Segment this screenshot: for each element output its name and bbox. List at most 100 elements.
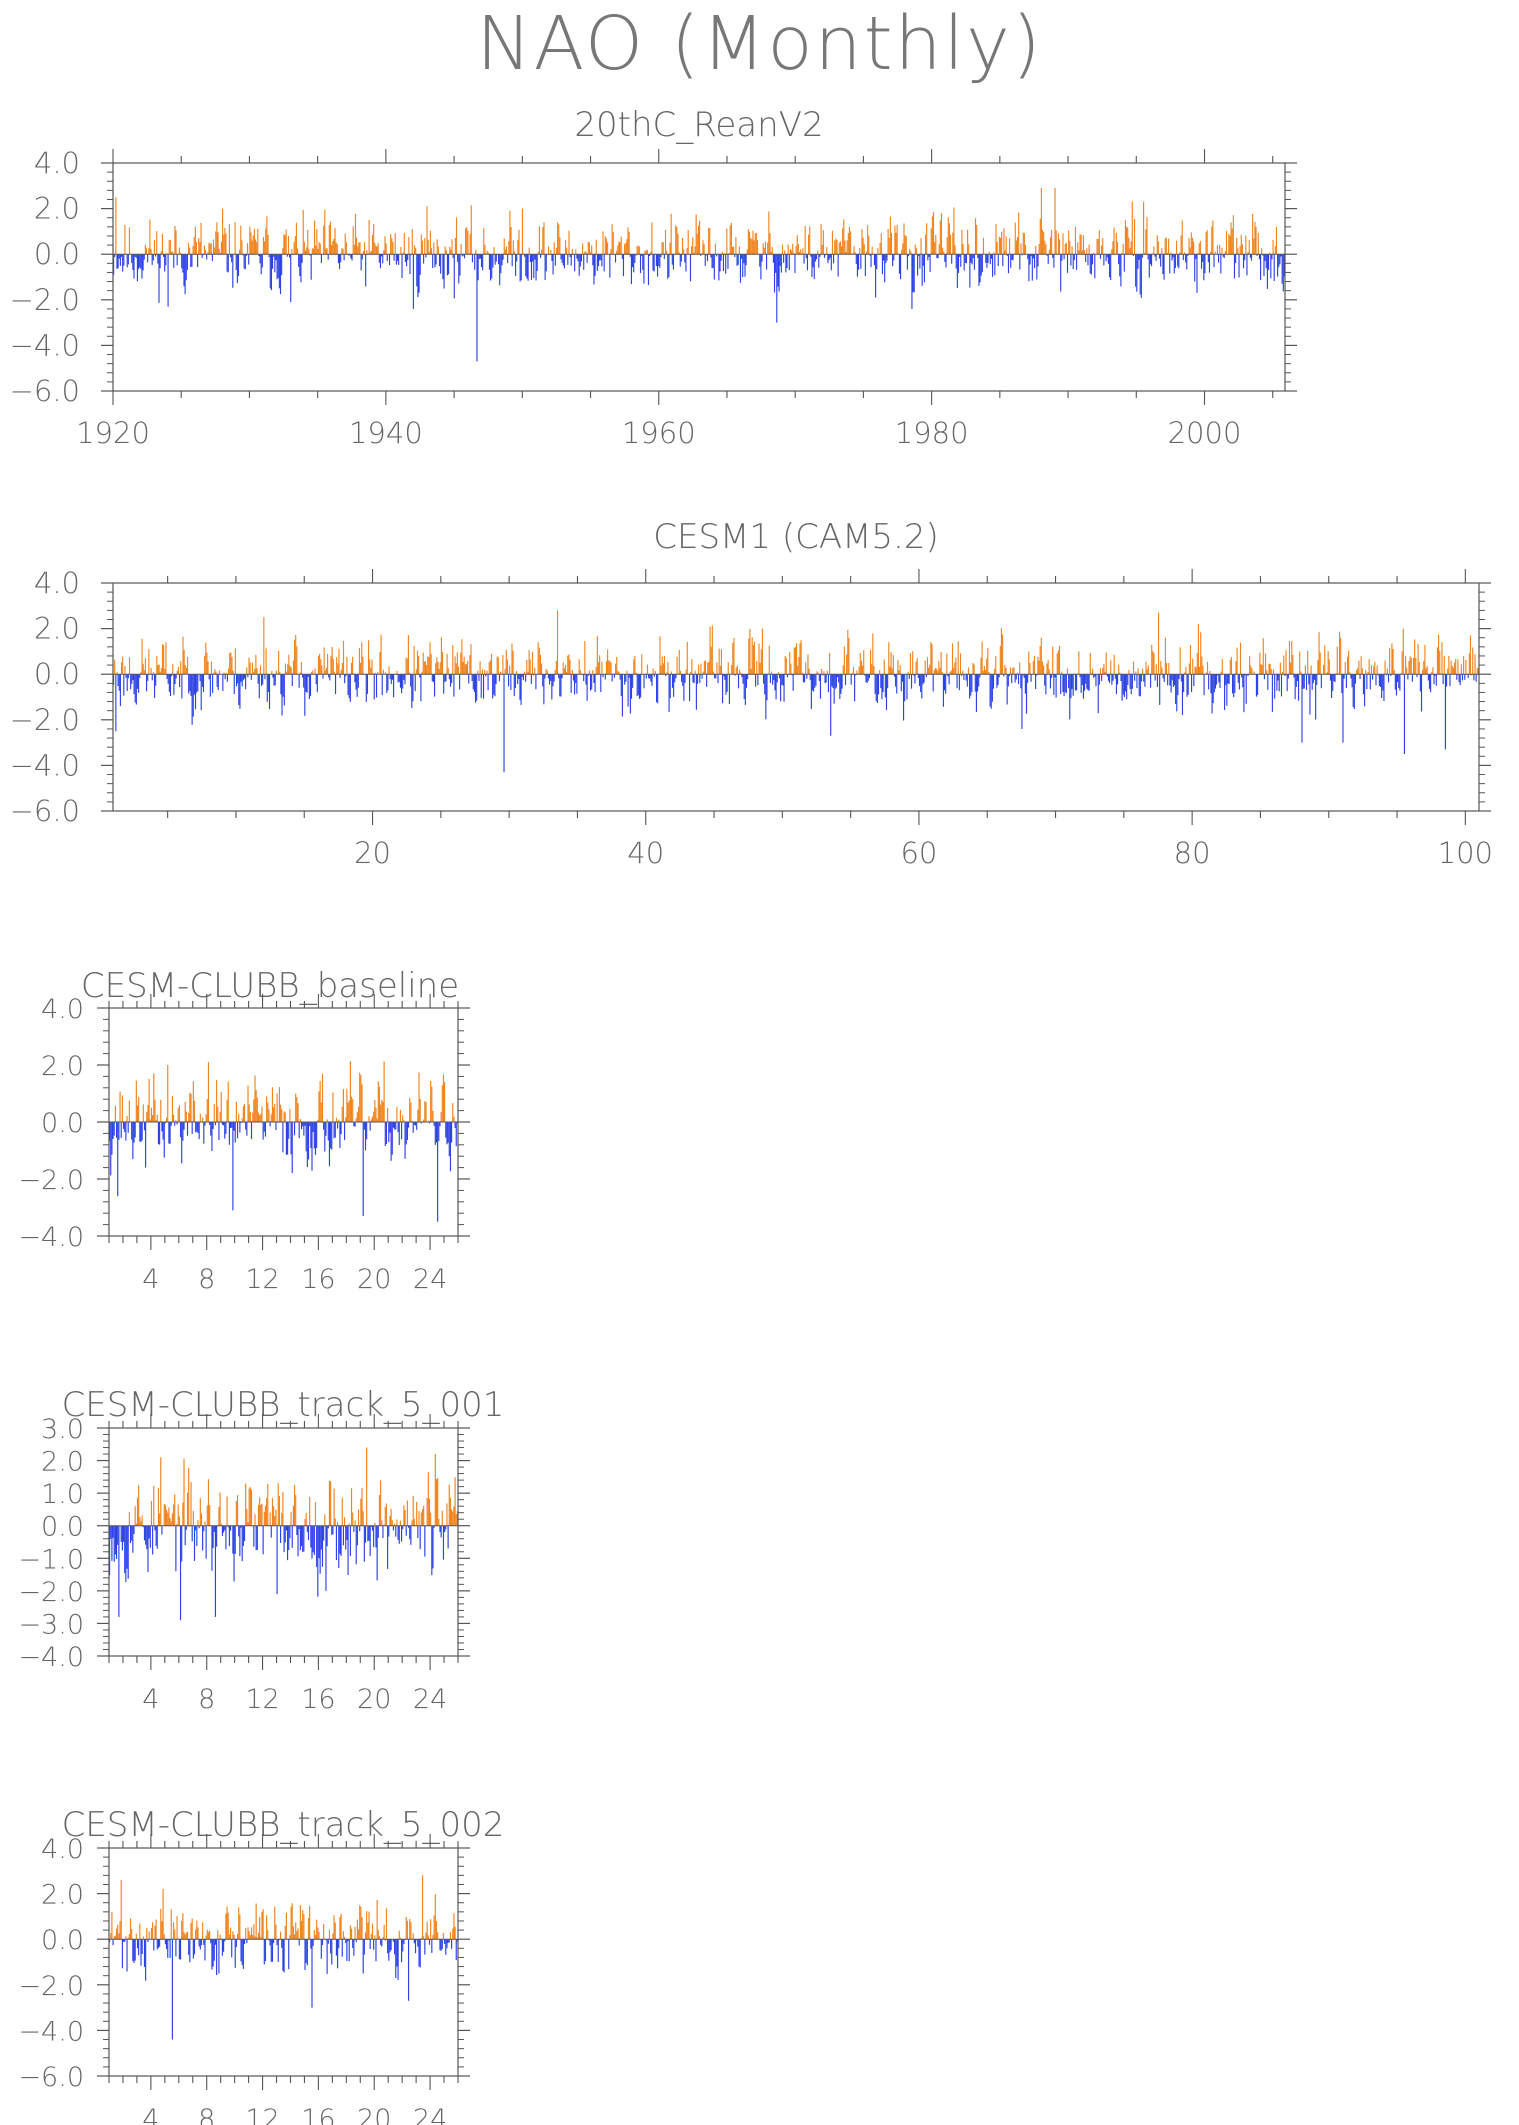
bar	[893, 674, 896, 677]
bar	[605, 238, 608, 255]
bar	[1178, 674, 1180, 680]
bar	[438, 1518, 440, 1526]
bar	[526, 254, 528, 279]
bar	[328, 1122, 331, 1167]
bar	[1379, 674, 1382, 687]
bar	[356, 1112, 358, 1122]
bar	[1146, 669, 1148, 675]
bar	[627, 227, 629, 255]
bar	[1120, 254, 1122, 287]
bar	[296, 1931, 298, 1940]
bar	[296, 248, 299, 255]
y-tick-label: −6.0	[10, 794, 80, 828]
bar	[1122, 244, 1124, 255]
bar	[570, 674, 572, 693]
bar	[153, 1486, 155, 1526]
bar	[449, 1497, 452, 1526]
bar	[119, 1921, 121, 1940]
bar	[166, 674, 168, 680]
bar	[793, 647, 795, 675]
bar	[1054, 188, 1056, 255]
bar	[1381, 674, 1383, 698]
bar	[957, 254, 960, 274]
bar	[1118, 254, 1120, 265]
bar	[221, 1525, 223, 1536]
bar	[832, 674, 834, 688]
bar	[186, 1931, 189, 1940]
bar	[539, 654, 542, 675]
bar	[446, 653, 448, 675]
bar	[586, 674, 588, 701]
bar	[1352, 674, 1354, 708]
bar	[946, 653, 948, 675]
bar	[769, 233, 771, 255]
bar	[363, 1525, 365, 1562]
bar	[799, 643, 801, 675]
bar	[439, 1939, 441, 1951]
bar	[675, 225, 677, 255]
bar	[1260, 254, 1262, 281]
bar	[1324, 645, 1326, 675]
bar	[418, 655, 420, 675]
bar	[197, 1122, 199, 1134]
bar	[1046, 254, 1048, 256]
bar	[298, 674, 300, 688]
bar	[181, 1525, 183, 1562]
bar	[530, 254, 533, 280]
bar	[288, 654, 290, 675]
bar	[510, 674, 512, 690]
bar	[408, 672, 411, 675]
bar	[887, 674, 889, 689]
bar	[410, 1525, 412, 1545]
bar	[926, 657, 929, 675]
bar	[201, 674, 203, 687]
bar	[1113, 654, 1115, 675]
bar	[430, 1919, 432, 1940]
bar	[159, 1513, 161, 1526]
bar	[427, 239, 429, 255]
bar	[1065, 242, 1067, 255]
bar	[921, 254, 923, 286]
bar	[452, 1103, 454, 1122]
bar	[617, 245, 619, 255]
bar	[536, 254, 538, 271]
bar	[1198, 243, 1200, 255]
bar	[117, 254, 119, 269]
bar	[379, 652, 381, 675]
bar	[1053, 254, 1055, 268]
bar	[382, 1937, 384, 1940]
bar	[294, 639, 296, 675]
bar	[189, 1939, 191, 1963]
bar	[1124, 220, 1127, 255]
bar	[428, 1122, 431, 1124]
bar	[1057, 650, 1059, 675]
bar	[618, 241, 620, 255]
bar	[1406, 667, 1408, 675]
bar	[520, 674, 522, 705]
bar	[566, 671, 568, 675]
bar	[369, 1122, 371, 1131]
bar	[1027, 254, 1029, 260]
bar	[953, 207, 955, 255]
bar	[737, 254, 739, 265]
bar	[495, 254, 497, 262]
bar	[471, 254, 474, 263]
bar	[620, 674, 622, 697]
bar	[517, 674, 519, 685]
bar	[934, 242, 936, 255]
bar	[170, 1122, 172, 1126]
bar	[634, 655, 636, 675]
bar	[232, 254, 234, 288]
bar	[167, 1939, 169, 1958]
bar	[901, 674, 904, 682]
bar	[738, 246, 740, 255]
bar	[277, 1939, 279, 1962]
bar	[1302, 674, 1304, 689]
bar	[440, 637, 442, 675]
bar	[898, 254, 901, 274]
bar	[306, 1122, 308, 1168]
bar	[383, 1924, 385, 1940]
bar	[654, 670, 656, 675]
bar	[210, 243, 212, 255]
bar	[1439, 650, 1441, 675]
